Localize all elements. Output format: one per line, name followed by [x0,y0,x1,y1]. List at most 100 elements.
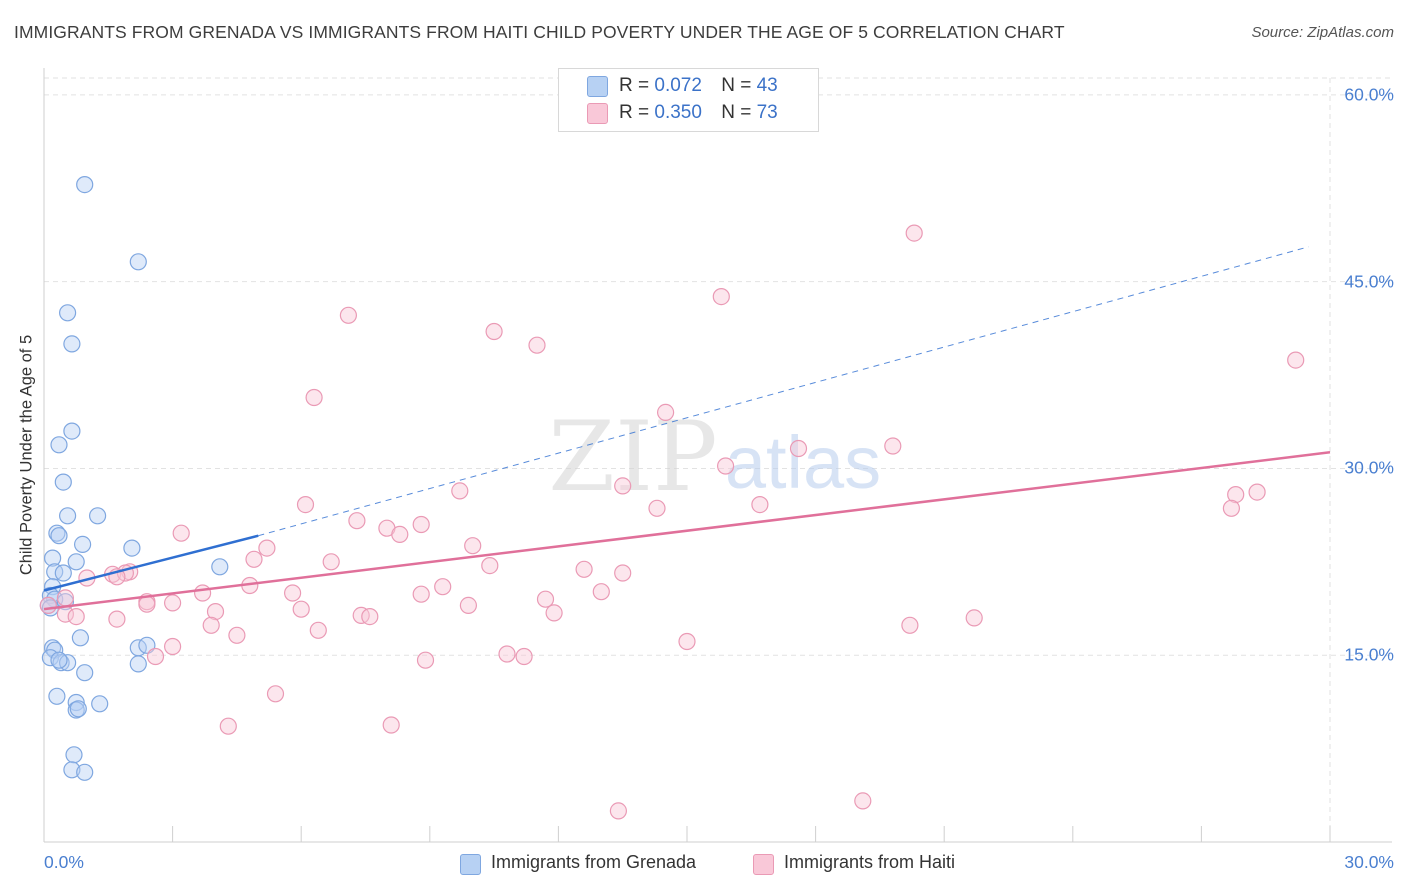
axes [43,68,1392,843]
haiti-point [901,616,919,634]
grenada-point [91,695,109,713]
legend-r-label: R = [619,102,650,123]
grenada-point [50,436,68,454]
haiti-point [284,584,302,602]
haiti-point [481,556,499,575]
y-tick-label: 45.0% [1344,271,1394,292]
haiti-point [609,802,628,820]
chart-title: IMMIGRANTS FROM GRENADA VS IMMIGRANTS FR… [14,22,1065,42]
y-tick-label: 15.0% [1344,644,1394,665]
haiti-point [56,589,75,607]
legend-swatch-grenada [587,76,608,97]
haiti-point [219,717,237,735]
haiti-point [309,621,327,639]
haiti-point [339,306,357,324]
chart-source: Source: ZipAtlas.com [1251,24,1394,41]
haiti-point [292,600,310,618]
haiti-point [854,792,872,810]
grenada-point [76,176,94,194]
haiti-point [592,583,610,601]
grenada-point [129,655,147,673]
grenada-point [58,507,77,525]
haiti-point [614,564,632,582]
haiti-point [322,553,340,571]
haiti-point [678,632,696,651]
grenada-point [211,558,229,576]
grid-lines [44,77,1392,842]
haiti-point [434,578,452,596]
haiti-point [39,596,57,615]
haiti-point [648,499,666,517]
grenada-point [63,761,81,779]
haiti-point [459,596,477,615]
haiti-point [245,550,263,568]
grenada-point [69,700,87,718]
grenada-trend-extension [258,246,1309,537]
y-tick-label: 30.0% [1344,457,1394,478]
haiti-point [528,336,546,354]
haiti-point [412,515,430,534]
trend-lines [43,246,1331,611]
legend-row-haiti: R = 0.350 N = 73 [619,102,778,124]
legend-n-label: N = [721,75,752,96]
legend-swatch-haiti [587,103,608,124]
grenada-point [73,535,92,554]
haiti-point [1227,486,1245,504]
grenada-point [50,651,68,669]
grenada-point [52,654,70,672]
haiti-point [348,512,366,530]
y-tick-label: 60.0% [1344,84,1394,105]
haiti-point [296,496,315,514]
haiti-point [656,403,675,421]
haiti-point [712,288,730,306]
haiti-point [352,606,370,625]
legend-row-grenada: R = 0.072 N = 43 [619,75,778,97]
haiti-point [108,610,126,628]
haiti-point [164,594,182,612]
grenada-trend-line [43,534,259,592]
haiti-point [614,477,632,495]
grenada-point [43,549,62,567]
haiti-point [536,590,555,608]
haiti-point [67,607,85,626]
haiti-point [965,609,983,627]
haiti-point [164,637,182,656]
haiti-point [884,437,902,455]
grenada-point [48,524,66,542]
watermark-zip: ZIP [548,401,717,513]
bottom-legend-label-grenada: Immigrants from Grenada [491,852,697,872]
legend: R = 0.072 N = 43 R = 0.350 N = 73 [558,68,819,132]
grenada-point [71,629,90,647]
legend-n-value: 43 [756,75,778,96]
grenada-point [48,687,66,705]
x-tick-label-min: 0.0% [44,852,84,872]
haiti-point [1287,351,1305,369]
grenada-point [58,304,77,322]
haiti-point [451,482,469,500]
haiti-point [515,647,533,666]
haiti-point [464,537,482,555]
haiti-point [146,647,165,666]
grenada-point [67,553,85,571]
grenada-point [65,746,83,764]
bottom-legend-swatch-haiti [753,854,774,875]
haiti-point [789,439,808,458]
legend-n-value: 73 [756,102,778,123]
x-tick-label-max: 30.0% [1344,852,1394,872]
legend-r-label: R = [619,75,650,96]
haiti-point [905,224,923,242]
haiti-point [412,585,430,603]
legend-r-value: 0.350 [654,102,702,123]
grenada-point [50,527,68,545]
legend-r-value: 0.072 [654,75,702,96]
grenada-point [54,473,72,491]
grenada-point [88,507,107,525]
watermark: ZIP atlas [548,401,881,513]
haiti-point [1248,483,1266,501]
haiti-point [498,645,516,663]
haiti-trend-line [43,451,1331,611]
haiti-point [138,595,156,613]
haiti-point [194,584,212,602]
haiti-point [202,616,220,634]
